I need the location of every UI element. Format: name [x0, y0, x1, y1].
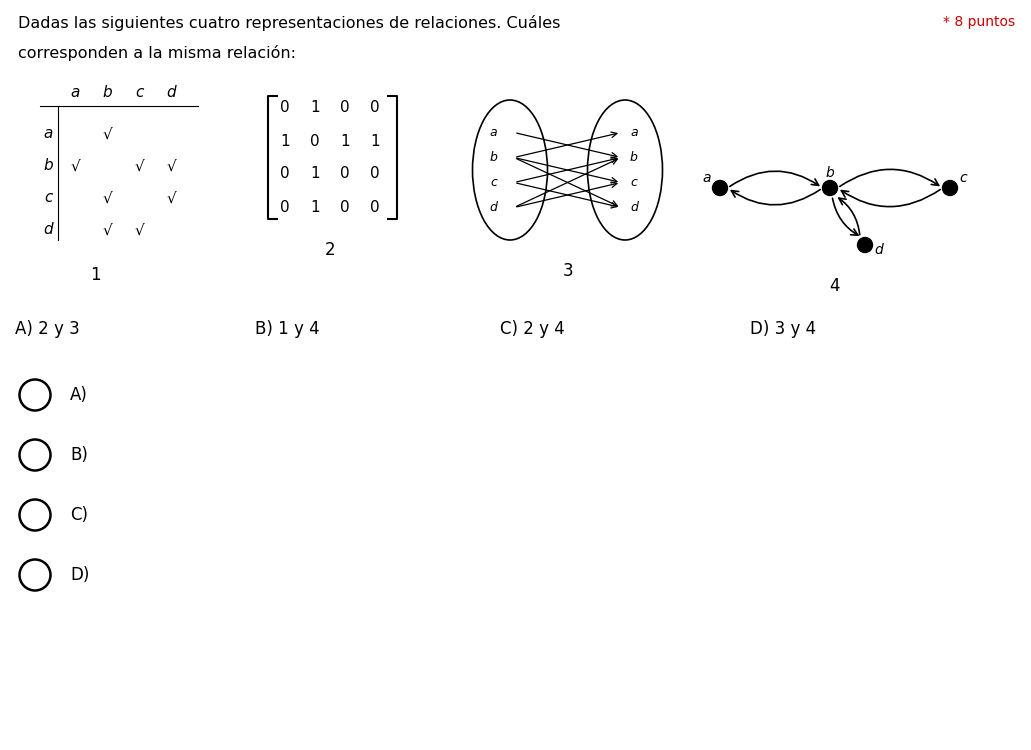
- Text: B): B): [70, 446, 88, 464]
- Text: a: a: [490, 126, 497, 139]
- Text: b: b: [43, 158, 53, 173]
- Text: d: d: [630, 201, 638, 214]
- Text: c: c: [959, 171, 967, 185]
- Text: a: a: [43, 127, 53, 142]
- Text: 0: 0: [280, 166, 290, 182]
- Text: 1: 1: [90, 266, 100, 284]
- Text: c: c: [43, 190, 53, 206]
- Text: 1: 1: [370, 134, 379, 148]
- Text: 0: 0: [310, 134, 320, 148]
- Text: 1: 1: [310, 166, 320, 182]
- Text: d: d: [166, 85, 176, 100]
- Text: corresponden a la misma relación:: corresponden a la misma relación:: [18, 45, 296, 61]
- Text: 1: 1: [280, 134, 290, 148]
- Text: √: √: [102, 127, 112, 142]
- Text: d: d: [874, 243, 884, 257]
- Text: A) 2 y 3: A) 2 y 3: [15, 320, 79, 338]
- Text: 1: 1: [310, 200, 320, 214]
- Text: b: b: [489, 151, 497, 164]
- Text: a: a: [70, 85, 79, 100]
- Circle shape: [712, 181, 728, 196]
- Text: 0: 0: [370, 200, 379, 214]
- Text: 0: 0: [340, 166, 350, 182]
- Circle shape: [823, 181, 837, 196]
- Text: c: c: [630, 176, 637, 189]
- Text: d: d: [489, 201, 497, 214]
- Text: b: b: [826, 166, 834, 180]
- Text: √: √: [166, 158, 176, 173]
- Text: √: √: [102, 190, 112, 206]
- Text: 0: 0: [280, 200, 290, 214]
- Text: 1: 1: [340, 134, 350, 148]
- Text: 0: 0: [340, 100, 350, 116]
- Text: d: d: [43, 223, 53, 238]
- Text: A): A): [70, 386, 88, 404]
- Text: a: a: [703, 171, 711, 185]
- Text: 0: 0: [340, 200, 350, 214]
- Text: √: √: [166, 190, 176, 206]
- Text: 0: 0: [370, 166, 379, 182]
- Text: 2: 2: [325, 241, 335, 259]
- Text: 4: 4: [830, 277, 840, 295]
- Text: 1: 1: [310, 100, 320, 116]
- Text: √: √: [134, 158, 144, 173]
- Circle shape: [942, 181, 958, 196]
- Text: c: c: [135, 85, 143, 100]
- Text: b: b: [630, 151, 638, 164]
- Text: C) 2 y 4: C) 2 y 4: [500, 320, 565, 338]
- Circle shape: [858, 238, 872, 253]
- Text: √: √: [70, 158, 79, 173]
- Text: b: b: [102, 85, 111, 100]
- Text: D): D): [70, 566, 90, 584]
- Text: c: c: [490, 176, 497, 189]
- Text: √: √: [134, 223, 144, 238]
- Text: * 8 puntos: * 8 puntos: [943, 15, 1015, 29]
- Text: D) 3 y 4: D) 3 y 4: [750, 320, 817, 338]
- Text: 3: 3: [562, 262, 573, 280]
- Text: a: a: [630, 126, 637, 139]
- Text: C): C): [70, 506, 88, 524]
- Text: √: √: [102, 223, 112, 238]
- Text: 0: 0: [370, 100, 379, 116]
- Text: 0: 0: [280, 100, 290, 116]
- Text: Dadas las siguientes cuatro representaciones de relaciones. Cuáles: Dadas las siguientes cuatro representaci…: [18, 15, 561, 31]
- Text: B) 1 y 4: B) 1 y 4: [255, 320, 320, 338]
